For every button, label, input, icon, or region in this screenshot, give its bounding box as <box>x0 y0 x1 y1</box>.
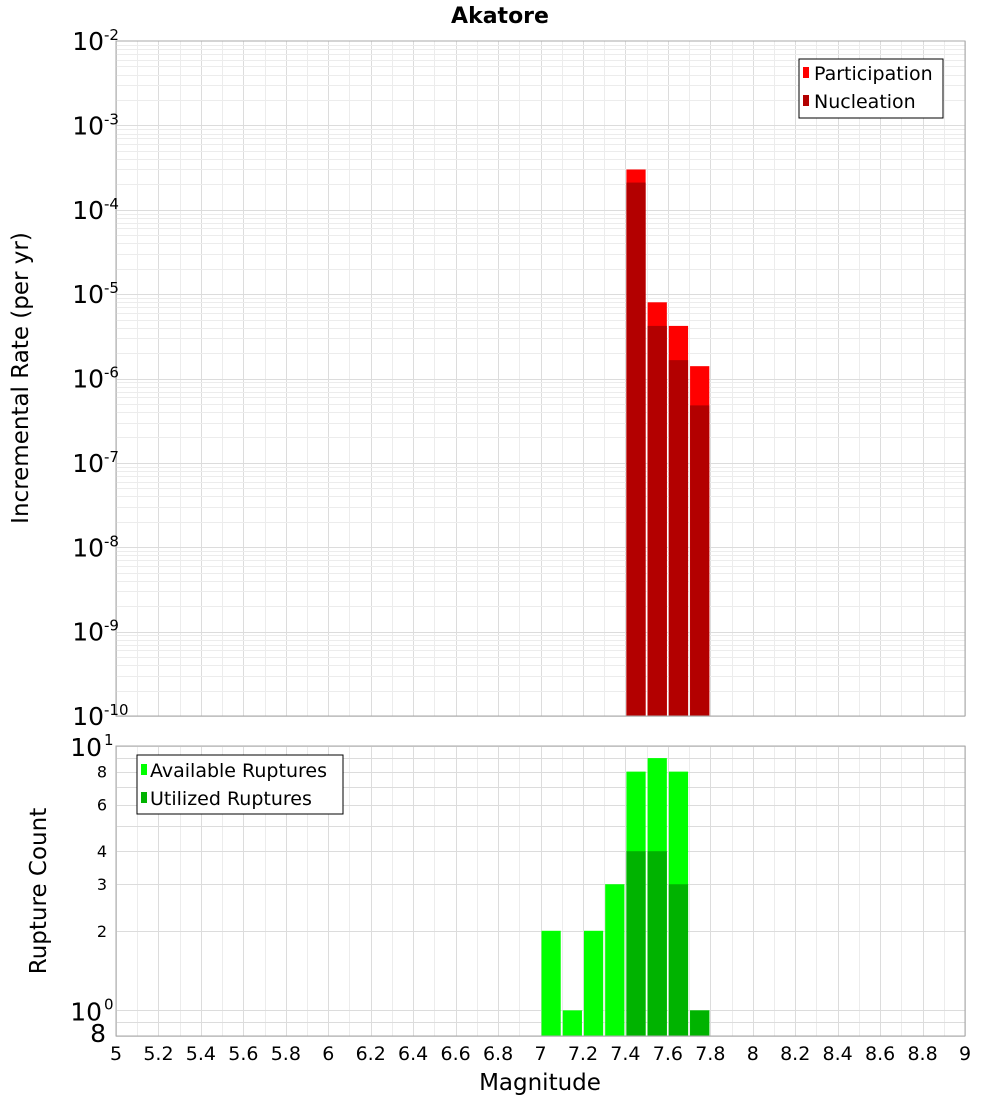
top-bar-b-1 <box>647 325 667 716</box>
top-bar-b-2 <box>668 360 689 716</box>
x-tick-2: 5.4 <box>186 1043 216 1065</box>
top-y-tick-labels: 10-210-310-410-510-610-710-810-910-10 <box>72 26 128 731</box>
bottom-bars <box>541 758 710 1036</box>
top-y-axis-label: Incremental Rate (per yr) <box>8 232 34 524</box>
x-tick-20: 9 <box>959 1043 971 1065</box>
legend-label-participation: Participation <box>814 63 933 85</box>
top-y-tick-exp-1: -3 <box>104 110 119 128</box>
x-tick-6: 6.2 <box>356 1043 386 1065</box>
x-tick-9: 6.8 <box>483 1043 513 1065</box>
top-y-tick-base-1: 10 <box>72 111 104 140</box>
top-y-tick-exp-7: -9 <box>104 617 119 635</box>
x-tick-8: 6.6 <box>440 1043 470 1065</box>
top-y-tick-exp-8: -10 <box>104 701 129 719</box>
x-tick-11: 7.2 <box>568 1043 598 1065</box>
x-tick-14: 7.8 <box>695 1043 725 1065</box>
top-y-tick-base-5: 10 <box>72 449 104 478</box>
top-y-tick-base-2: 10 <box>72 196 104 225</box>
top-y-tick-base-3: 10 <box>72 280 104 309</box>
top-bars <box>626 169 710 716</box>
bottom-y-tick-base-0: 10 <box>70 733 102 762</box>
top-legend: Participation Nucleation <box>798 58 944 119</box>
x-tick-10: 7 <box>534 1043 546 1065</box>
bottom-y-tick-3: 4 <box>97 842 107 861</box>
top-y-tick-exp-3: -5 <box>104 279 119 297</box>
top-y-tick-exp-4: -6 <box>104 364 119 382</box>
x-tick-13: 7.6 <box>653 1043 683 1065</box>
bottom-y-tick-2: 6 <box>97 796 107 815</box>
bottom-y-tick-7: 8 <box>90 1019 106 1048</box>
top-y-tick-base-6: 10 <box>72 533 104 562</box>
bottom-y-tick-1: 8 <box>97 763 107 782</box>
x-tick-0: 5 <box>110 1043 122 1065</box>
top-bar-b-0 <box>626 182 646 716</box>
bottom-bar-b-0 <box>626 851 646 1036</box>
top-grid <box>116 41 966 717</box>
top-y-tick-base-7: 10 <box>72 618 104 647</box>
bottom-bar-a-1 <box>562 1010 582 1036</box>
bottom-legend-box <box>136 754 344 815</box>
top-y-tick-exp-0: -2 <box>104 26 119 44</box>
bottom-y-axis-label: Rupture Count <box>26 808 52 974</box>
top-y-tick-base-4: 10 <box>72 365 104 394</box>
bottom-y-tick-base-6: 10 <box>70 997 102 1026</box>
bottom-y-tick-exp-6: 0 <box>104 995 114 1013</box>
x-tick-12: 7.4 <box>610 1043 640 1065</box>
top-y-tick-exp-2: -4 <box>104 195 119 213</box>
bottom-bar-b-2 <box>668 884 689 1036</box>
bottom-bar-b-1 <box>647 851 667 1036</box>
x-tick-3: 5.6 <box>228 1043 258 1065</box>
bottom-y-tick-5: 2 <box>97 922 107 941</box>
x-tick-7: 6.4 <box>398 1043 428 1065</box>
x-tick-5: 6 <box>322 1043 334 1065</box>
bottom-bar-a-2 <box>583 930 604 1036</box>
bottom-bar-a-0 <box>541 930 561 1036</box>
x-tick-4: 5.8 <box>271 1043 301 1065</box>
x-tick-19: 8.8 <box>907 1043 937 1065</box>
x-axis-label: Magnitude <box>479 1070 601 1096</box>
chart-title: Akatore <box>451 4 549 29</box>
x-tick-labels: 5 5.2 5.4 5.6 5.8 6 6.2 6.4 6.6 6.8 7 7.2 7.4 7.6 7.8 8… <box>110 1043 971 1065</box>
x-tick-17: 8.4 <box>823 1043 853 1065</box>
legend-swatch-nucleation <box>803 95 809 106</box>
bottom-bar-a-3 <box>605 884 625 1036</box>
bottom-bar-b-3 <box>690 1010 710 1036</box>
top-y-tick-exp-6: -8 <box>104 532 119 550</box>
x-tick-18: 8.6 <box>865 1043 895 1065</box>
top-legend-box <box>798 58 944 119</box>
bottom-y-tick-exp-0: 1 <box>104 731 114 749</box>
top-plot-frame <box>115 40 966 717</box>
top-bar-b-3 <box>690 405 710 716</box>
legend-swatch-participation <box>803 67 809 78</box>
top-y-tick-base-8: 10 <box>72 702 104 731</box>
legend-swatch-utilized <box>141 792 147 803</box>
bottom-y-tick-4: 3 <box>97 875 107 894</box>
x-tick-1: 5.2 <box>143 1043 173 1065</box>
legend-swatch-available <box>141 764 147 775</box>
legend-label-utilized: Utilized Ruptures <box>150 788 312 810</box>
legend-label-nucleation: Nucleation <box>814 91 916 113</box>
top-y-tick-base-0: 10 <box>72 27 104 56</box>
bottom-plot-frame <box>115 745 966 1037</box>
top-y-tick-exp-5: -7 <box>104 448 119 466</box>
x-tick-15: 8 <box>747 1043 759 1065</box>
legend-label-available: Available Ruptures <box>150 760 327 782</box>
x-tick-16: 8.2 <box>780 1043 810 1065</box>
bottom-legend: Available Ruptures Utilized Ruptures <box>136 754 344 815</box>
